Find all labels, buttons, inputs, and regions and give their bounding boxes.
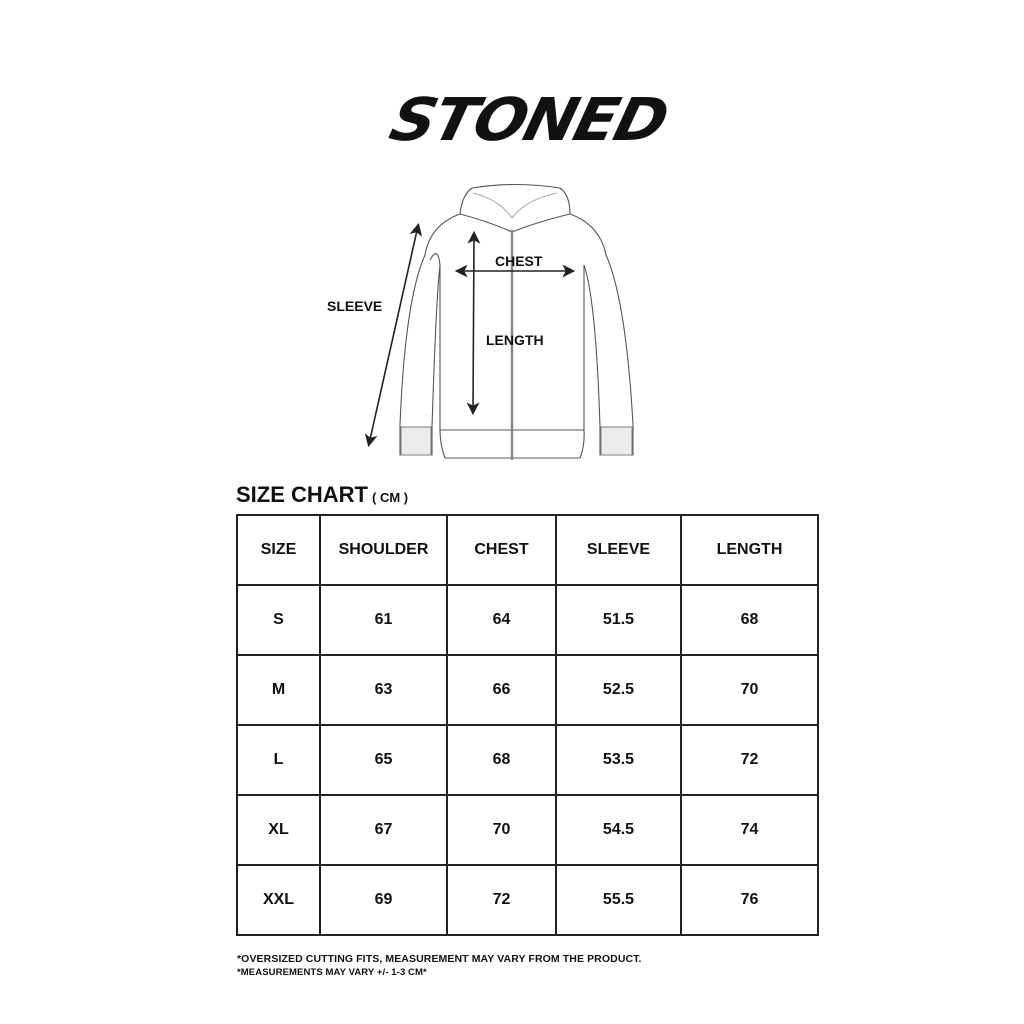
value-cell: 68	[446, 724, 557, 796]
value-cell: 67	[319, 794, 448, 866]
value-cell: 72	[446, 864, 557, 936]
value-cell: 69	[319, 864, 448, 936]
value-cell: 68	[680, 584, 819, 656]
unit-text: ( CM )	[372, 490, 409, 505]
value-cell: 52.5	[555, 654, 682, 726]
length-arrow	[466, 230, 481, 416]
value-cell: 54.5	[555, 794, 682, 866]
title-text: SIZE CHART	[236, 482, 368, 507]
table-row: XXL 69 72 55.5 76	[236, 864, 819, 936]
size-cell: S	[236, 584, 321, 656]
size-cell: M	[236, 654, 321, 726]
sleeve-label: SLEEVE	[327, 298, 383, 314]
sleeve-arrow	[364, 222, 423, 448]
value-cell: 55.5	[555, 864, 682, 936]
table-row: L 65 68 53.5 72	[236, 724, 819, 796]
length-label: LENGTH	[486, 332, 544, 348]
note-oversized: *OVERSIZED CUTTING FITS, MEASUREMENT MAY…	[237, 953, 642, 965]
header-cell: LENGTH	[680, 514, 819, 586]
header-cell: SIZE	[236, 514, 321, 586]
value-cell: 65	[319, 724, 448, 796]
value-cell: 70	[446, 794, 557, 866]
hoodie-outline	[399, 183, 634, 460]
size-cell: L	[236, 724, 321, 796]
table-row: M 63 66 52.5 70	[236, 654, 819, 726]
measurement-arrows	[364, 222, 576, 448]
header-cell: SLEEVE	[555, 514, 682, 586]
header-cell: SHOULDER	[319, 514, 448, 586]
size-chart-title: SIZE CHART ( CM )	[236, 482, 408, 508]
value-cell: 61	[319, 584, 448, 656]
value-cell: 76	[680, 864, 819, 936]
table-row: S 61 64 51.5 68	[236, 584, 819, 656]
value-cell: 72	[680, 724, 819, 796]
header-cell: CHEST	[446, 514, 557, 586]
table-header-row: SIZE SHOULDER CHEST SLEEVE LENGTH	[236, 514, 819, 586]
table-row: XL 67 70 54.5 74	[236, 794, 819, 866]
note-variance: *MEASUREMENTS MAY VARY +/- 1-3 CM*	[237, 967, 427, 978]
value-cell: 66	[446, 654, 557, 726]
value-cell: 53.5	[555, 724, 682, 796]
value-cell: 64	[446, 584, 557, 656]
size-cell: XL	[236, 794, 321, 866]
chest-label: CHEST	[495, 253, 543, 269]
size-chart-table: SIZE SHOULDER CHEST SLEEVE LENGTH S 61 64 5…	[236, 514, 819, 936]
value-cell: 70	[680, 654, 819, 726]
value-cell: 74	[680, 794, 819, 866]
value-cell: 51.5	[555, 584, 682, 656]
value-cell: 63	[319, 654, 448, 726]
size-cell: XXL	[236, 864, 321, 936]
